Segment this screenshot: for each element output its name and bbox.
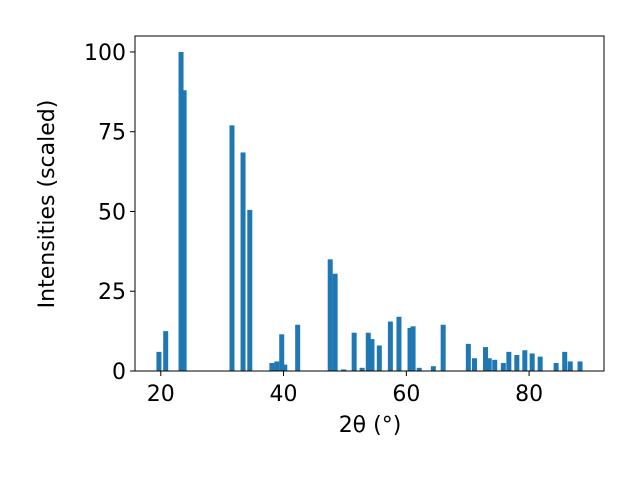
x-tick-label: 60 bbox=[392, 382, 420, 407]
y-tick-label: 25 bbox=[98, 280, 126, 305]
bar bbox=[163, 331, 169, 371]
bar bbox=[416, 367, 422, 371]
bar bbox=[282, 364, 288, 371]
bar bbox=[279, 334, 285, 371]
y-tick-label: 75 bbox=[98, 121, 126, 146]
bar bbox=[387, 321, 393, 371]
x-tick-label: 20 bbox=[147, 382, 175, 407]
bar bbox=[351, 332, 357, 371]
bar bbox=[269, 363, 275, 371]
bar bbox=[369, 339, 375, 371]
bar bbox=[247, 209, 253, 371]
x-tick-label: 40 bbox=[270, 382, 298, 407]
bar bbox=[295, 324, 301, 371]
x-axis-label: 2θ (°) bbox=[339, 413, 402, 438]
bar bbox=[492, 359, 498, 371]
y-tick-label: 0 bbox=[112, 360, 126, 385]
bar bbox=[465, 343, 471, 371]
bar bbox=[537, 356, 543, 371]
bar bbox=[410, 326, 416, 371]
plot-frame bbox=[134, 35, 605, 372]
bar bbox=[486, 358, 492, 371]
bar bbox=[471, 358, 477, 371]
y-tick-label: 100 bbox=[84, 41, 126, 66]
bar bbox=[327, 259, 333, 371]
bar bbox=[430, 366, 436, 371]
bar bbox=[500, 363, 506, 371]
bar bbox=[522, 350, 528, 371]
bar bbox=[562, 351, 568, 371]
bar bbox=[178, 51, 184, 371]
bar bbox=[440, 324, 446, 371]
bar bbox=[529, 353, 535, 371]
bar bbox=[156, 351, 162, 371]
bar bbox=[341, 369, 347, 371]
bar bbox=[483, 347, 489, 371]
bar bbox=[359, 367, 365, 371]
bar bbox=[514, 355, 520, 371]
bar bbox=[577, 361, 583, 371]
bar bbox=[506, 351, 512, 371]
bar bbox=[240, 152, 246, 371]
bar bbox=[567, 361, 573, 371]
y-axis-label: Intensities (scaled) bbox=[35, 100, 60, 309]
bar bbox=[274, 361, 280, 371]
bar bbox=[229, 125, 235, 371]
y-tick-label: 50 bbox=[98, 200, 126, 225]
bar bbox=[365, 332, 371, 371]
bar bbox=[332, 273, 338, 371]
bar bbox=[376, 345, 382, 371]
bar bbox=[407, 327, 413, 371]
x-tick-label: 80 bbox=[515, 382, 543, 407]
bar bbox=[181, 90, 187, 371]
bar bbox=[553, 363, 559, 371]
bar bbox=[396, 316, 402, 371]
